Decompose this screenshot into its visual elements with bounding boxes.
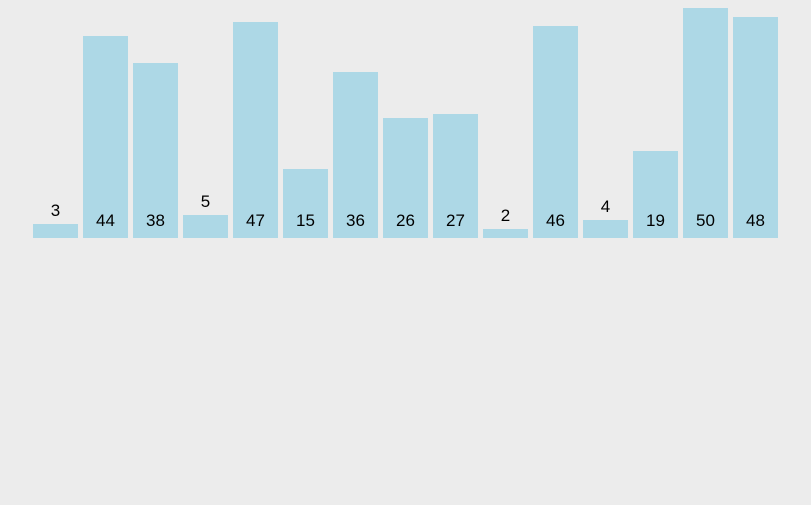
bar-value-label: 3	[50, 201, 61, 220]
bar: 27	[433, 114, 478, 238]
bar-value-label: 15	[296, 211, 315, 230]
bar: 50	[683, 8, 728, 238]
bar-value-label: 38	[146, 211, 165, 230]
bar: 46	[533, 26, 578, 238]
bar-value-label: 48	[746, 211, 765, 230]
bar: 15	[283, 169, 328, 238]
bar-value-label: 50	[696, 211, 715, 230]
bar: 2	[483, 207, 528, 238]
bar-chart: 3 44 38 5 47 15 36 26 27 2 46 4 19 50 48	[0, 0, 811, 238]
bar-value-label: 47	[246, 211, 265, 230]
bar: 4	[583, 198, 628, 238]
bar-value-label: 4	[600, 197, 611, 216]
bar: 36	[333, 72, 378, 238]
bar-value-label: 5	[200, 192, 211, 211]
bar-value-label: 36	[346, 211, 365, 230]
bar: 5	[183, 193, 228, 238]
bar-value-label: 46	[546, 211, 565, 230]
bar-value-label: 2	[500, 206, 511, 225]
bar-value-label: 19	[646, 211, 665, 230]
bar-value-label: 44	[96, 211, 115, 230]
bar-value-label: 27	[446, 211, 465, 230]
bar: 47	[233, 22, 278, 238]
bar: 48	[733, 17, 778, 238]
bar: 3	[33, 202, 78, 238]
bar-value-label: 26	[396, 211, 415, 230]
bar: 44	[83, 36, 128, 238]
bar: 19	[633, 151, 678, 238]
bar: 38	[133, 63, 178, 238]
bar: 26	[383, 118, 428, 238]
